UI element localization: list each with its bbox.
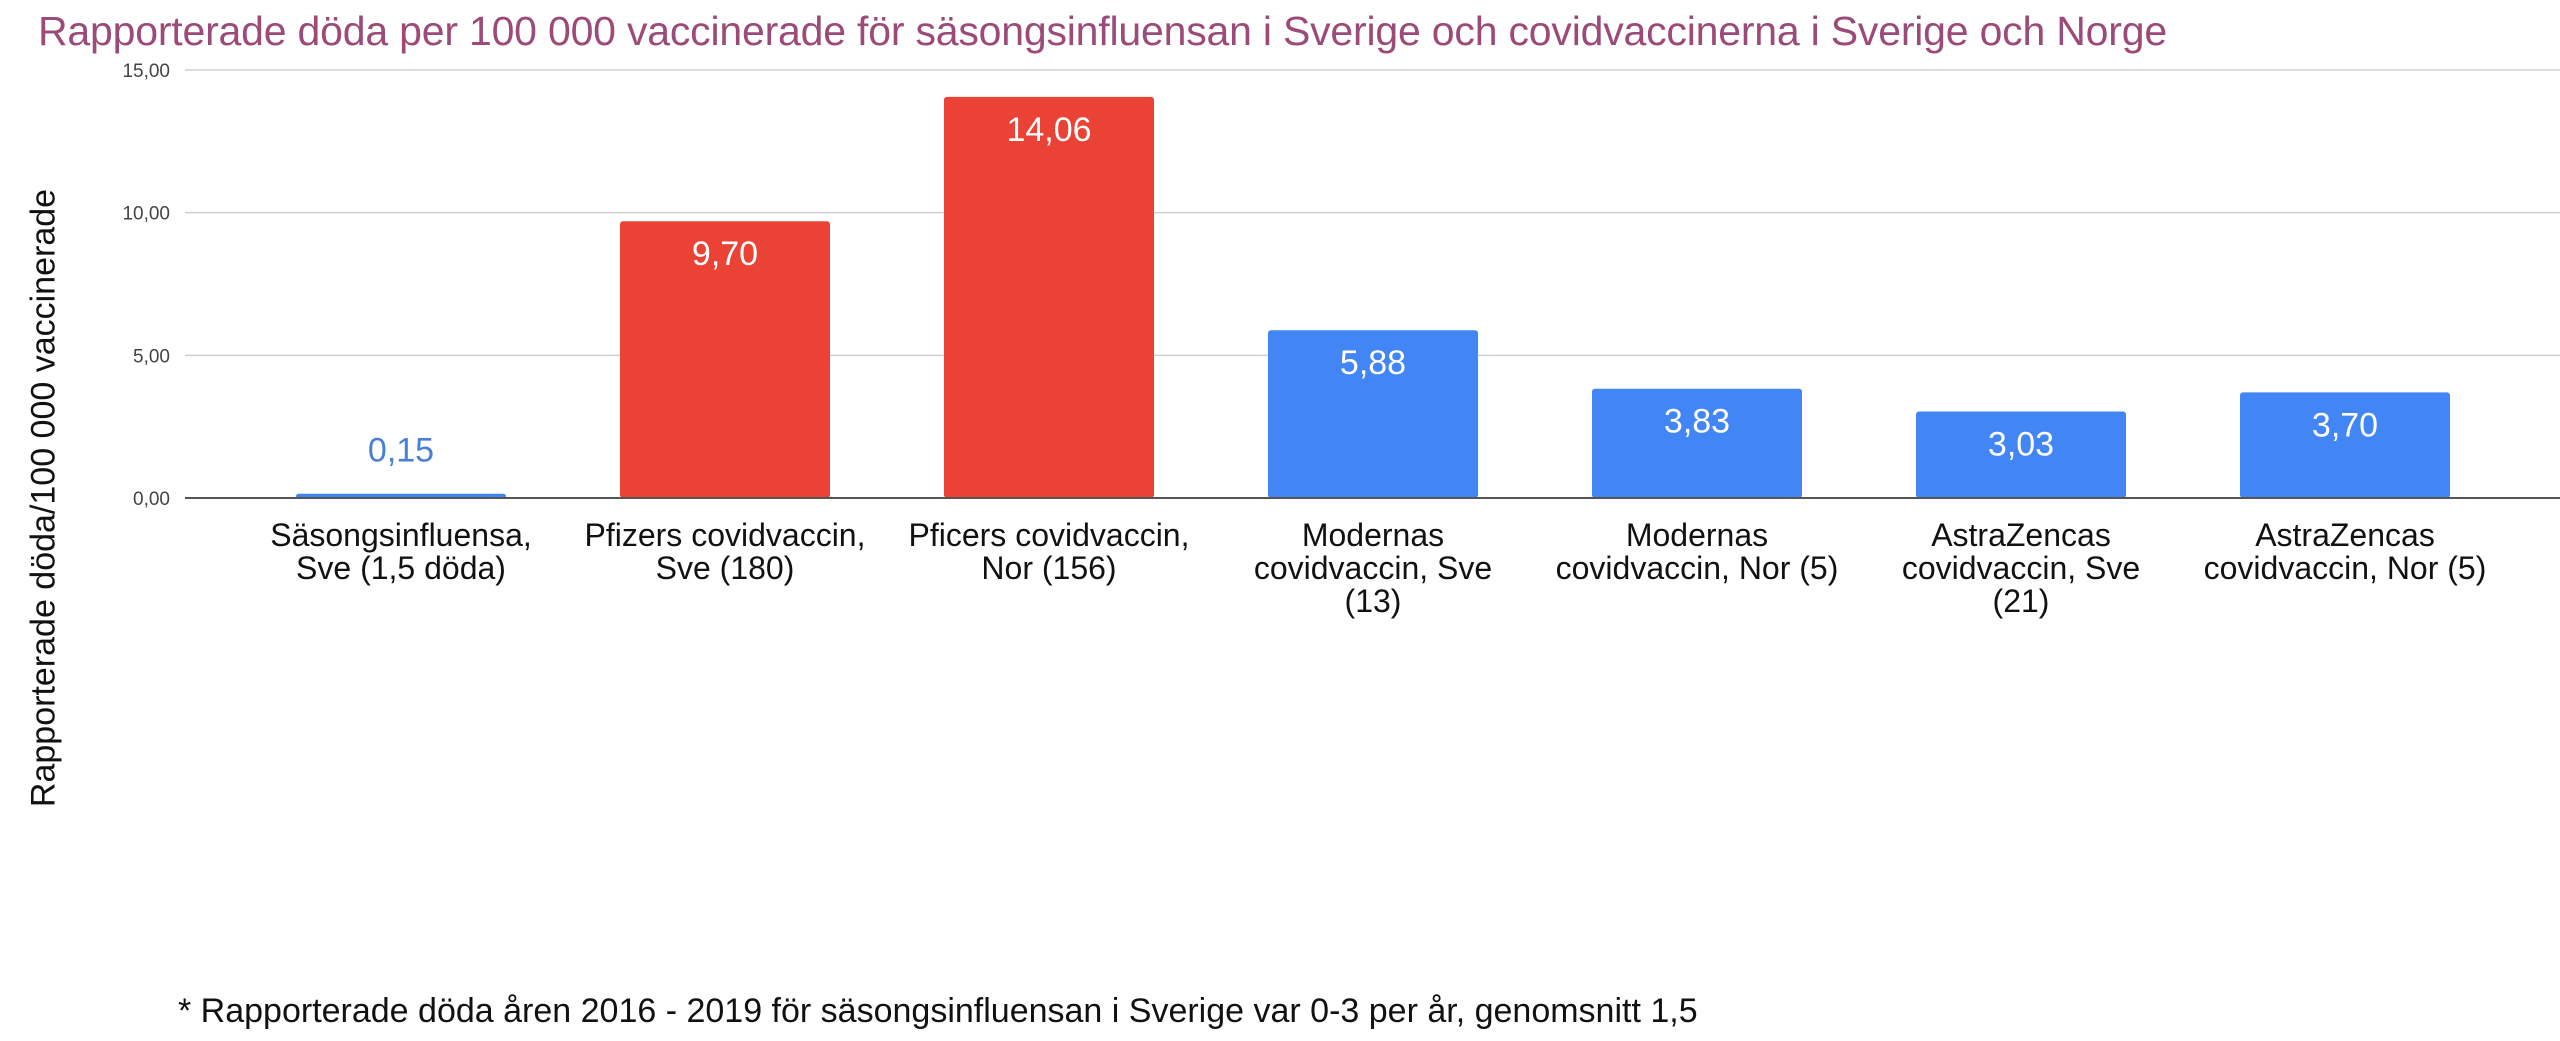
x-tick-label: Pfizers covidvaccin, Sve (180) <box>585 517 866 586</box>
y-tick-label: 10,00 <box>122 204 170 225</box>
bar <box>1592 388 1802 498</box>
x-tick-label: Säsongsinfluensa, Sve (1,5 döda) <box>270 517 532 586</box>
data-label: 3,83 <box>1664 403 1730 441</box>
data-label: 3,70 <box>2312 406 2378 444</box>
y-tick-label: 15,00 <box>122 61 170 82</box>
data-label: 5,88 <box>1340 344 1406 382</box>
data-label: 14,06 <box>1006 111 1091 149</box>
bar <box>944 96 1154 498</box>
bar <box>1268 330 1478 498</box>
x-tick-label: AstraZencas covidvaccin, Nor (5) <box>2204 517 2487 586</box>
data-label: 3,03 <box>1988 426 2054 464</box>
bar <box>620 221 830 498</box>
bar <box>1916 411 2126 498</box>
data-label: 9,70 <box>692 235 758 273</box>
x-tick-label: Pficers covidvaccin, Nor (156) <box>909 517 1190 586</box>
bar-chart: 0,00 5,00 10,00 15,00 0,15 Säsongsinfluensa, S… <box>122 61 2560 619</box>
x-tick-label: AstraZencas covidvaccin, Sve (21) <box>1902 517 2140 619</box>
y-tick-label: 5,00 <box>133 346 170 367</box>
footnote: * Rapporterade döda åren 2016 - 2019 för… <box>178 992 1698 1030</box>
data-label: 0,15 <box>368 432 434 470</box>
y-tick-label: 0,00 <box>133 489 170 510</box>
x-tick-label: Modernas covidvaccin, Nor (5) <box>1556 517 1839 586</box>
bar <box>296 493 506 498</box>
x-tick-label: Modernas covidvaccin, Sve (13) <box>1254 517 1492 619</box>
chart-title: Rapporterade döda per 100 000 vaccinerad… <box>38 8 2167 54</box>
bar <box>2240 392 2450 498</box>
